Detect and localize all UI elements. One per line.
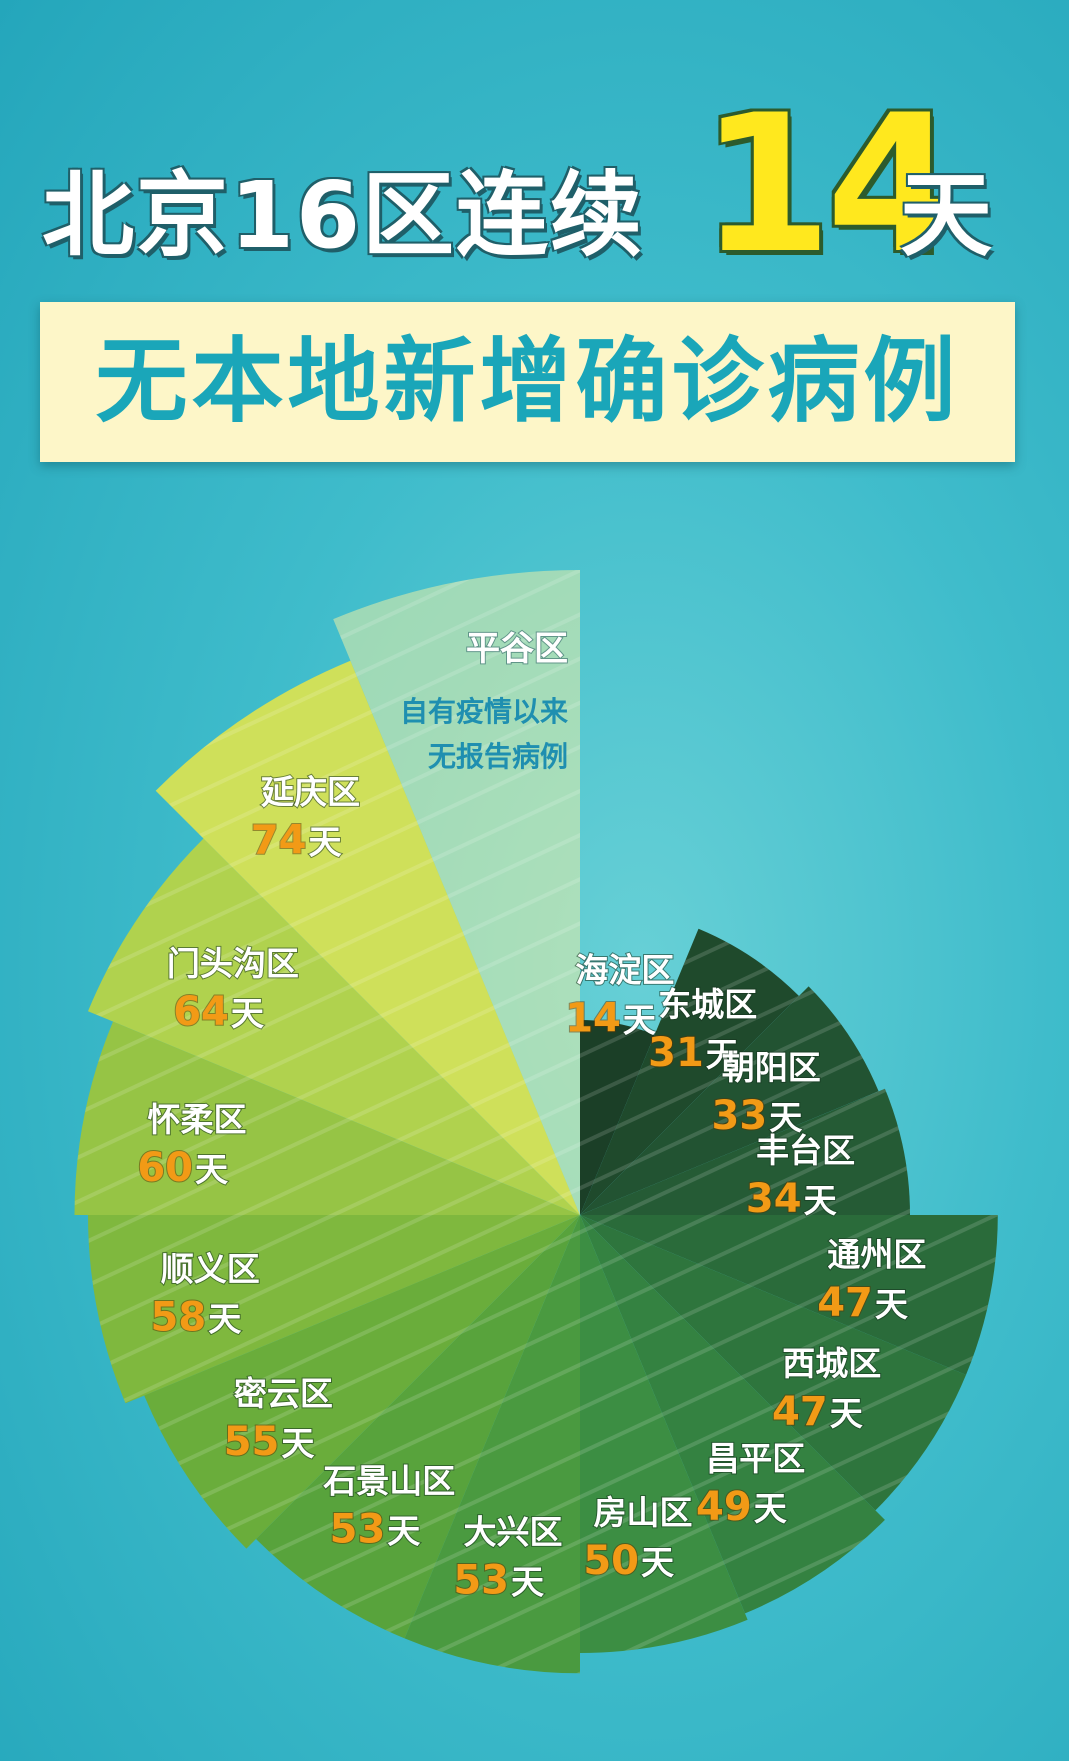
pie-slice-stripes: [88, 1215, 580, 1404]
slice-label: 西城区: [782, 1344, 881, 1383]
slice-value: 74: [251, 818, 307, 864]
slice-label: 石景山区: [322, 1461, 455, 1500]
slice-label: 昌平区: [706, 1439, 805, 1478]
title-highlight-number: 14: [700, 74, 958, 295]
slice-unit: 天: [706, 1035, 739, 1074]
slice-label: 房山区: [594, 1493, 693, 1532]
pie-slice-stripes: [580, 928, 799, 1215]
pie-slice-stripes: [580, 1215, 966, 1511]
subtitle-text: 无本地新增确诊病例: [95, 328, 960, 435]
slice-value: 34: [746, 1176, 802, 1222]
slice-unit: 天: [208, 1300, 241, 1339]
slice-unit: 天: [641, 1543, 674, 1582]
pie-slice-stripes: [580, 1215, 885, 1614]
slice-value: 60: [137, 1145, 193, 1191]
pie-slice-stripes: [404, 1215, 580, 1674]
subtitle-banner: 无本地新增确诊病例: [40, 302, 1015, 462]
slice-label: 密云区: [234, 1374, 333, 1413]
slice-label: 丰台区: [756, 1131, 855, 1170]
slice-unit: 天: [231, 994, 264, 1033]
special-slice-note: 无报告病例: [428, 740, 568, 773]
slice-value: 14: [565, 995, 621, 1041]
title-text-part1: 北京16区连续: [42, 162, 645, 269]
slice-value: 64: [173, 989, 229, 1035]
slice-label: 延庆区: [261, 773, 360, 812]
special-slice-note: 自有疫情以来: [400, 695, 568, 728]
slice-unit: 天: [769, 1098, 802, 1137]
slice-value: 53: [453, 1558, 509, 1604]
slice-label: 顺义区: [161, 1250, 260, 1289]
slice-unit: 天: [875, 1285, 908, 1324]
slice-label: 怀柔区: [148, 1100, 247, 1139]
pie-slice-stripes: [580, 1215, 998, 1375]
slice-value: 50: [583, 1538, 639, 1584]
pie-slice-stripes: [580, 1019, 655, 1215]
pie-slice-stripes: [256, 1215, 580, 1639]
pie-slice-stripes: [580, 1215, 748, 1653]
slice-unit: 天: [195, 1150, 228, 1189]
slice-unit: 天: [830, 1394, 863, 1433]
slice-unit: 天: [804, 1181, 837, 1220]
title: 北京16区连续 14 天: [0, 60, 1069, 280]
slice-value: 55: [224, 1419, 280, 1465]
slice-unit: 天: [623, 1000, 656, 1039]
slice-value: 53: [330, 1506, 386, 1552]
pie-slice-stripes: [155, 660, 580, 1215]
slice-label: 门头沟区: [167, 944, 299, 983]
title-text-part2: 天: [900, 162, 995, 269]
pie-slice-stripes: [580, 1088, 910, 1215]
slice-label: 朝阳区: [722, 1048, 821, 1087]
slice-value: 31: [648, 1030, 704, 1076]
pie-slice-stripes: [144, 1215, 580, 1549]
special-slice-label: 平谷区: [466, 629, 568, 669]
slice-unit: 天: [511, 1563, 544, 1602]
slice-label: 东城区: [658, 985, 757, 1024]
slice-value: 47: [772, 1389, 828, 1435]
pie-slice-stripes: [580, 986, 879, 1215]
pie-slice-stripes: [74, 1021, 580, 1215]
slice-value: 49: [696, 1484, 752, 1530]
pie-slice-stripes: [88, 838, 580, 1215]
slice-label: 通州区: [827, 1235, 926, 1274]
pie-slice-stripes: [333, 570, 580, 1215]
slice-value: 58: [151, 1295, 207, 1341]
slice-unit: 天: [387, 1511, 420, 1550]
slice-value: 47: [817, 1280, 873, 1326]
slice-value: 33: [712, 1093, 768, 1139]
slice-label: 海淀区: [575, 950, 674, 989]
slice-unit: 天: [309, 823, 342, 862]
slice-label: 大兴区: [464, 1513, 563, 1552]
slice-unit: 天: [281, 1424, 314, 1463]
slice-unit: 天: [754, 1489, 787, 1528]
